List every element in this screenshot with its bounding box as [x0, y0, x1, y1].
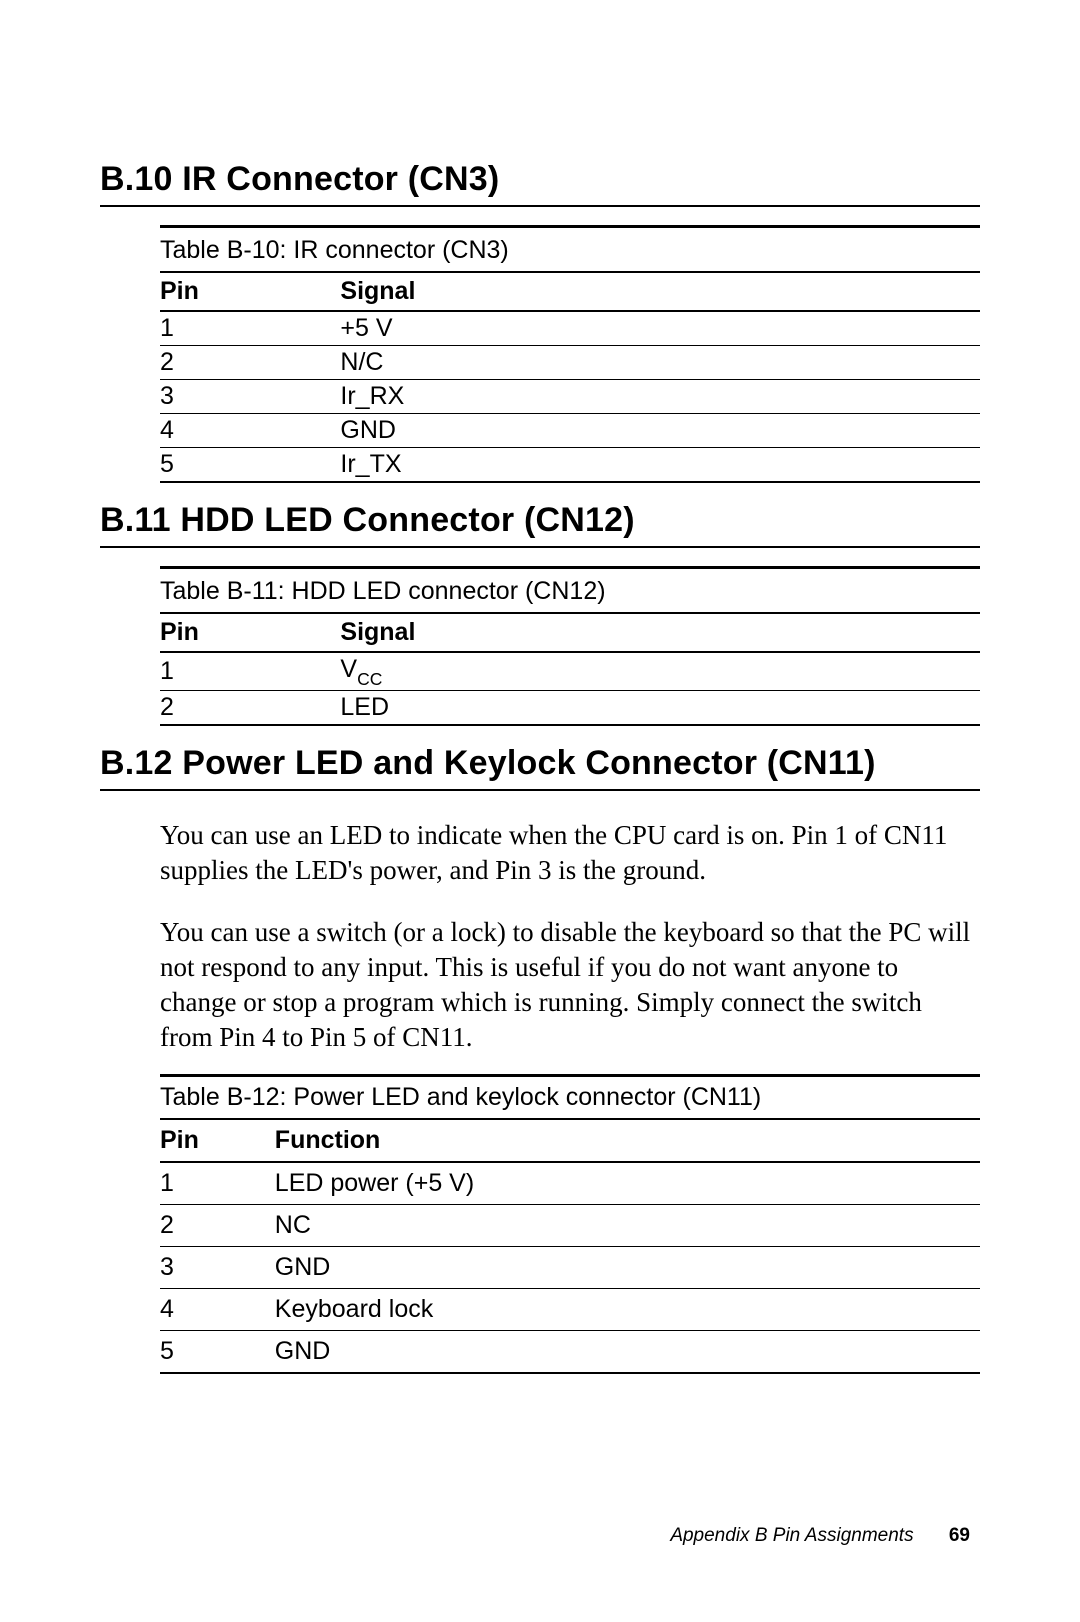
cell-val: GND	[340, 414, 980, 448]
cell-pin: 1	[160, 652, 340, 691]
rule	[100, 789, 980, 791]
cell-val: +5 V	[340, 311, 980, 346]
section-heading-b12: B.12 Power LED and Keylock Connector (CN…	[100, 744, 980, 783]
cell-val: Ir_RX	[340, 380, 980, 414]
cell-val: LED	[340, 691, 980, 726]
rule	[100, 546, 980, 548]
col-header-signal: Signal	[340, 272, 980, 311]
cell-val: N/C	[340, 346, 980, 380]
cell-pin: 5	[160, 448, 340, 483]
cell-pin: 5	[160, 1330, 275, 1373]
rule	[100, 205, 980, 207]
paragraph: You can use a switch (or a lock) to disa…	[160, 915, 980, 1055]
page-footer: Appendix B Pin Assignments 69	[670, 1525, 970, 1547]
col-header-pin: Pin	[160, 613, 340, 652]
cell-pin: 3	[160, 1246, 275, 1288]
cell-pin: 2	[160, 346, 340, 380]
footer-text: Appendix B Pin Assignments	[670, 1525, 913, 1546]
table-caption: Table B-11: HDD LED connector (CN12)	[160, 568, 980, 614]
cell-val: NC	[275, 1204, 980, 1246]
table-b10: Table B-10: IR connector (CN3) Pin Signa…	[160, 225, 980, 483]
table-b11: Table B-11: HDD LED connector (CN12) Pin…	[160, 566, 980, 726]
cell-val: VCC	[340, 652, 980, 691]
col-header-function: Function	[275, 1119, 980, 1162]
cell-val: Keyboard lock	[275, 1288, 980, 1330]
cell-pin: 1	[160, 1162, 275, 1205]
table-caption: Table B-10: IR connector (CN3)	[160, 227, 980, 273]
page-number: 69	[949, 1525, 970, 1546]
col-header-pin: Pin	[160, 272, 340, 311]
cell-val: GND	[275, 1246, 980, 1288]
cell-val: GND	[275, 1330, 980, 1373]
cell-pin: 1	[160, 311, 340, 346]
cell-pin: 4	[160, 1288, 275, 1330]
section-heading-b10: B.10 IR Connector (CN3)	[100, 160, 980, 199]
col-header-pin: Pin	[160, 1119, 275, 1162]
paragraph: You can use an LED to indicate when the …	[160, 818, 980, 888]
page: B.10 IR Connector (CN3) Table B-10: IR c…	[0, 0, 1080, 1452]
section-heading-b11: B.11 HDD LED Connector (CN12)	[100, 501, 980, 540]
cell-pin: 2	[160, 691, 340, 726]
cell-val: LED power (+5 V)	[275, 1162, 980, 1205]
cell-pin: 3	[160, 380, 340, 414]
cell-val: Ir_TX	[340, 448, 980, 483]
cell-pin: 2	[160, 1204, 275, 1246]
table-b12: Table B-12: Power LED and keylock connec…	[160, 1074, 980, 1374]
col-header-signal: Signal	[340, 613, 980, 652]
cell-pin: 4	[160, 414, 340, 448]
table-caption: Table B-12: Power LED and keylock connec…	[160, 1075, 980, 1119]
